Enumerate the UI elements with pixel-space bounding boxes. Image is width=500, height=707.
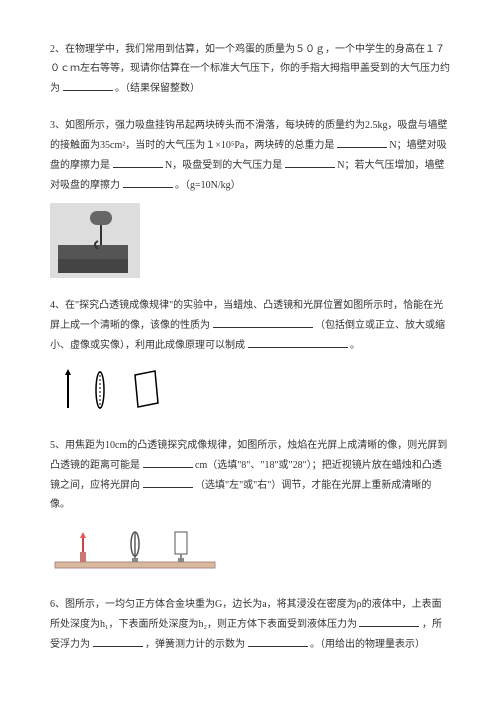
q3-figure xyxy=(50,203,450,278)
q4-c: 。 xyxy=(350,340,360,351)
q3-blank-4[interactable] xyxy=(123,175,173,188)
q3-e: 。（g=10N/kg） xyxy=(175,180,241,191)
q4-figure xyxy=(50,363,450,418)
lens-setup-icon xyxy=(50,363,170,418)
q2-tail: 。（结果保留整数） xyxy=(115,83,200,94)
brick-hook-icon xyxy=(50,203,140,278)
q3-c: N，吸盘受到的大气压力是 xyxy=(165,160,282,171)
q3-blank-1[interactable] xyxy=(337,135,387,148)
q4-blank-1[interactable] xyxy=(213,315,313,328)
q5-blank-2[interactable] xyxy=(143,475,193,488)
q6-blank-3[interactable] xyxy=(248,634,308,647)
q2-blank[interactable] xyxy=(63,78,113,91)
q6-blank-2[interactable] xyxy=(93,634,143,647)
question-4: 4、在"探究凸透镜成像规律"的实验中，当蜡烛、凸透镜和光屏位置如图所示时，恰能在… xyxy=(50,296,450,418)
q5-figure xyxy=(50,522,450,577)
q4-blank-2[interactable] xyxy=(248,335,348,348)
q6-c: ，弹簧测力计的示数为 xyxy=(145,639,245,650)
question-2: 2、在物理学中，我们常用到估算，如一个鸡蛋的质量为５０ｇ，一个中学生的身高在１７… xyxy=(50,40,450,98)
q3-blank-3[interactable] xyxy=(285,155,335,168)
optical-bench-icon xyxy=(50,522,220,577)
q6-d: 。（用给出的物理量表示） xyxy=(310,639,425,650)
question-5: 5、用焦距为10cm的凸透镜探究成像规律，如图所示，烛焰在光屏上成清晰的像，则光… xyxy=(50,436,450,577)
q3-blank-2[interactable] xyxy=(113,155,163,168)
question-3: 3、如图所示，强力吸盘挂钩吊起两块砖头而不滑落，每块砖的质量约为2.5kg，吸盘… xyxy=(50,116,450,278)
q5-blank-1[interactable] xyxy=(143,455,193,468)
q3-a: 3、如图所示，强力吸盘挂钩吊起两块砖头而不滑落，每块砖的质量约为2.5kg，吸盘… xyxy=(50,120,448,151)
q6-blank-1[interactable] xyxy=(359,614,419,627)
question-6: 6、图所示，一均匀正方体合金块重为G，边长为a，将其浸没在密度为ρ的液体中，上表… xyxy=(50,595,450,654)
